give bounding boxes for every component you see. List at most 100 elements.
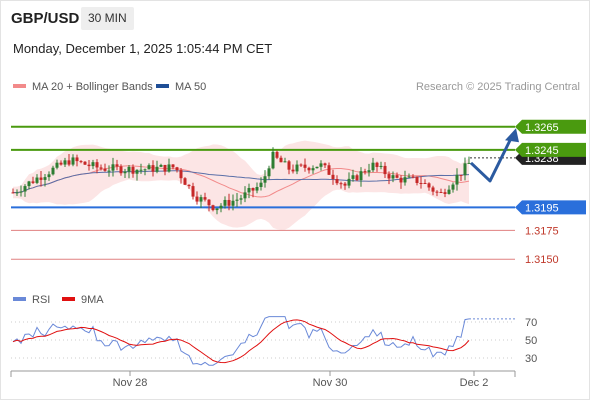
candle-body: [83, 161, 87, 165]
candle-body: [367, 170, 371, 173]
rsi-tick-50: 50: [525, 335, 537, 347]
candle-body: [267, 168, 271, 177]
forecast-arrowhead: [505, 128, 519, 143]
candle-body: [443, 192, 447, 194]
candle-body: [199, 197, 203, 202]
bollinger-legend-swatch: [13, 84, 26, 88]
candle-body: [335, 178, 339, 184]
candle-body: [247, 188, 251, 193]
candle-body: [223, 199, 227, 206]
candle-body: [191, 186, 195, 197]
candle-body: [143, 169, 147, 171]
candle-body: [439, 192, 443, 194]
candle-body: [347, 178, 351, 186]
candle-body: [135, 169, 139, 174]
candle-body: [19, 191, 23, 193]
candle-body: [363, 171, 367, 173]
candle-body: [343, 183, 347, 186]
candle-body: [59, 162, 63, 165]
candle-body: [431, 187, 435, 192]
candle-body: [175, 167, 179, 171]
candle-body: [467, 162, 471, 164]
candle-body: [95, 162, 99, 168]
candle-body: [255, 186, 259, 191]
candle-body: [219, 205, 223, 209]
candle-body: [99, 167, 103, 169]
candle-body: [403, 177, 407, 183]
candle-body: [203, 197, 207, 200]
rsi-ma-line: [12, 319, 470, 364]
ma50-legend-label: MA 50: [175, 81, 206, 93]
level-label-1.3195: 1.3195: [525, 202, 559, 214]
candle-body: [251, 188, 255, 191]
candle-body: [179, 170, 183, 179]
candle-body: [395, 175, 399, 178]
level-label-1.3175: 1.3175: [525, 225, 559, 237]
datetime-label: Monday, December 1, 2025 1:05:44 PM CET: [13, 41, 273, 56]
candle-body: [215, 208, 219, 211]
bollinger-band-fill: [13, 140, 469, 230]
candle-body: [451, 184, 455, 190]
candle-body: [55, 162, 59, 168]
candle-body: [151, 165, 155, 172]
candle-body: [15, 192, 19, 194]
timeframe-button[interactable]: 30 MIN: [81, 7, 134, 30]
candle-body: [375, 162, 379, 168]
candle-body: [459, 174, 463, 176]
candle-body: [239, 198, 243, 200]
candle-body: [91, 162, 95, 167]
candle-body: [299, 164, 303, 166]
candle-body: [87, 164, 91, 167]
candle-body: [355, 175, 359, 181]
level-tag-1.3265: [515, 119, 586, 134]
candle-body: [63, 160, 67, 165]
forecast-arrow: [469, 135, 514, 183]
candle-body: [27, 181, 31, 187]
candle-body: [415, 176, 419, 183]
candle-body: [183, 178, 187, 185]
candle-body: [259, 182, 263, 187]
candle-body: [115, 164, 119, 167]
rsi-tick-30: 30: [525, 353, 537, 365]
candle-body: [359, 171, 363, 181]
candle-body: [383, 165, 387, 175]
chart-header: GBP/USD 30 MIN: [0, 0, 590, 36]
candle-body: [387, 174, 391, 179]
candle-body: [187, 184, 191, 187]
candle-body: [35, 177, 39, 183]
candle-body: [283, 161, 287, 163]
candle-body: [67, 160, 71, 165]
candle-body: [167, 164, 171, 172]
candle-body: [159, 164, 163, 167]
candle-body: [319, 163, 323, 167]
candle-body: [123, 171, 127, 174]
rsi-legend-label: RSI: [32, 294, 50, 306]
candle-body: [271, 151, 275, 169]
candle-body: [127, 166, 131, 172]
candle-body: [107, 170, 111, 172]
candle-body: [351, 175, 355, 179]
x-tick-label: Nov 30: [313, 377, 348, 389]
candle-body: [427, 183, 431, 188]
candle-body: [419, 182, 423, 184]
rsi-tick-70: 70: [525, 317, 537, 329]
candle-body: [103, 168, 107, 171]
candle-body: [331, 174, 335, 179]
candle-body: [211, 205, 215, 211]
candle-body: [139, 169, 143, 171]
candle-body: [47, 174, 51, 178]
ma50-legend-swatch: [156, 84, 169, 88]
candle-body: [231, 200, 235, 206]
candle-body: [171, 164, 175, 168]
candle-body: [243, 192, 247, 199]
level-tag-1.3195: [515, 200, 586, 215]
candle-body: [379, 165, 383, 168]
candle-body: [407, 176, 411, 178]
source-credit: Research © 2025 Trading Central: [416, 81, 580, 93]
level-tag-1.3245: [515, 142, 586, 157]
candle-body: [339, 183, 343, 185]
rsi-legend-swatch: [13, 297, 26, 301]
candle-body: [399, 177, 403, 183]
candle-body: [371, 162, 375, 171]
level-label-1.3265: 1.3265: [525, 122, 559, 134]
